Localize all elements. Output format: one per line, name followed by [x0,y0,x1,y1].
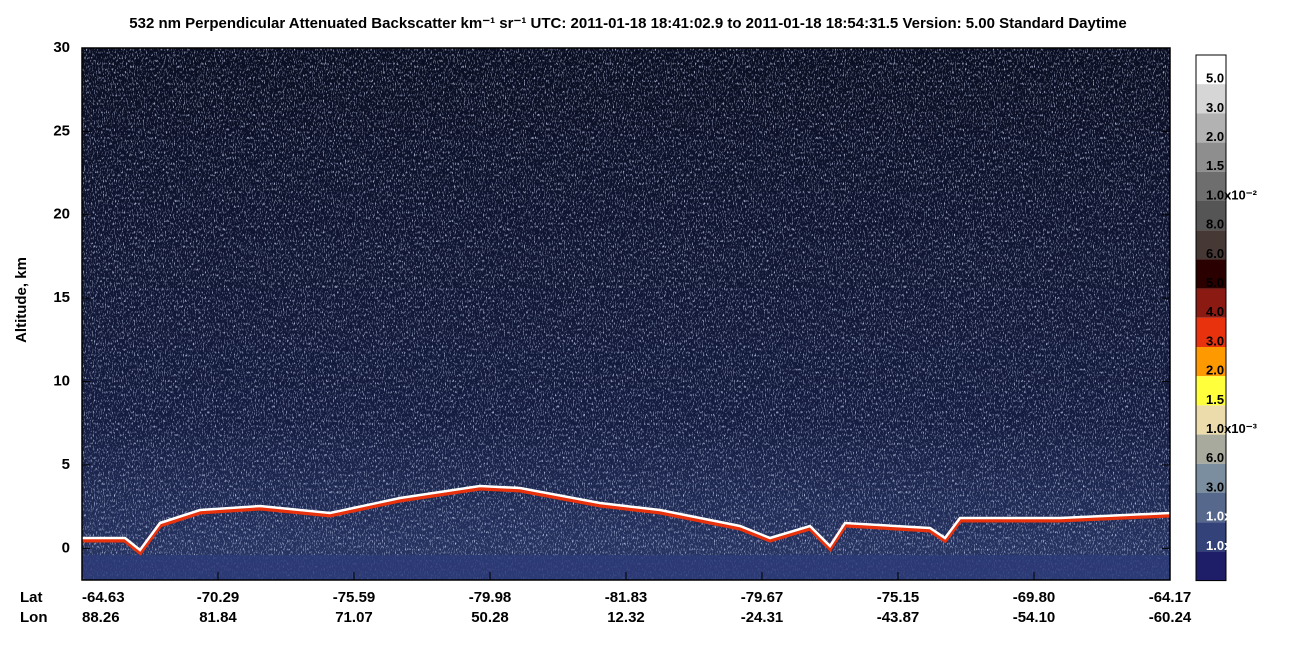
colorbar-label: 3.0 [1206,479,1224,494]
x-tick-label: 12.32 [607,609,645,626]
x-row-name: Lon [20,609,48,626]
colorbar-frame [1195,54,1227,582]
colorbar-swatch [1196,288,1226,318]
colorbar-label: 2.0 [1206,363,1224,378]
x-tick-label: -79.67 [741,589,784,606]
colorbar-label: 5.0 [1206,275,1224,290]
colorbar-swatch [1196,55,1226,85]
colorbar-swatch [1196,113,1226,143]
colorbar-swatch [1196,201,1226,231]
x-tick-label: -69.80 [1013,589,1056,606]
surface-return [82,485,1171,556]
colorbar-label: 1.0x10⁻² [1206,187,1258,202]
x-tick-label: -54.10 [1013,609,1056,626]
colorbar-swatch [1196,522,1226,552]
x-tick-label: -70.29 [197,589,240,606]
x-tick-label: -75.15 [877,589,920,606]
colorbar-swatch [1196,434,1226,464]
colorbar-swatch [1196,405,1226,435]
colorbar-label: 1.5 [1206,392,1224,407]
colorbar-swatch [1196,551,1226,581]
y-tick-label: 20 [53,206,70,223]
colorbar-swatch [1196,463,1226,493]
colorbar-swatch [1196,493,1226,523]
noise-texture [82,48,1170,580]
x-tick-label: -60.24 [1149,609,1192,626]
y-tick-label: 10 [53,373,70,390]
colorbar-swatch [1196,84,1226,114]
colorbar-label: 3.0 [1206,333,1224,348]
colorbar-swatch [1196,171,1226,201]
colorbar-swatch [1196,317,1226,347]
colorbar-label: 8.0 [1206,217,1224,232]
colorbar-label: 1.5 [1206,158,1224,173]
colorbar-swatch [1196,142,1226,172]
plot-area [81,47,1171,581]
surface-return [82,484,1171,552]
x-tick-label: 88.26 [82,609,120,626]
x-tick-label: -24.31 [741,609,784,626]
y-axis-label: Altitude, km [13,257,30,343]
x-tick-label: 81.84 [199,609,237,626]
colorbar-label: 3.0 [1206,100,1224,115]
y-tick-label: 15 [53,289,70,306]
x-row-name: Lat [20,589,43,606]
colorbar-label: 2.0 [1206,129,1224,144]
x-tick-label: -81.83 [605,589,648,606]
colorbar-label: 6.0 [1206,450,1224,465]
y-tick-label: 0 [62,539,70,556]
y-tick-label: 25 [53,122,70,139]
colorbar-swatch [1196,230,1226,260]
x-tick-label: -64.17 [1149,589,1192,606]
colorbar-label: 1.0x10⁻³ [1206,421,1258,436]
y-tick-label: 30 [53,39,70,56]
colorbar-label: 6.0 [1206,246,1224,261]
y-tick-label: 5 [62,456,70,473]
x-tick-label: -79.98 [469,589,512,606]
colorbar-swatch [1196,376,1226,406]
x-tick-label: -75.59 [333,589,376,606]
x-tick-label: -43.87 [877,609,920,626]
colorbar-swatch [1196,347,1226,377]
colorbar-label: 1.0x10⁻⁵ [1206,538,1259,553]
colorbar-label: 5.0 [1206,71,1224,86]
x-tick-label: -64.63 [82,589,125,606]
chart-title: 532 nm Perpendicular Attenuated Backscat… [129,15,1126,32]
colorbar-label: 1.0x10⁻⁴ [1206,509,1259,524]
x-tick-label: 71.07 [335,609,373,626]
colorbar-swatch [1196,259,1226,289]
x-tick-label: 50.28 [471,609,509,626]
colorbar-label: 4.0 [1206,304,1224,319]
